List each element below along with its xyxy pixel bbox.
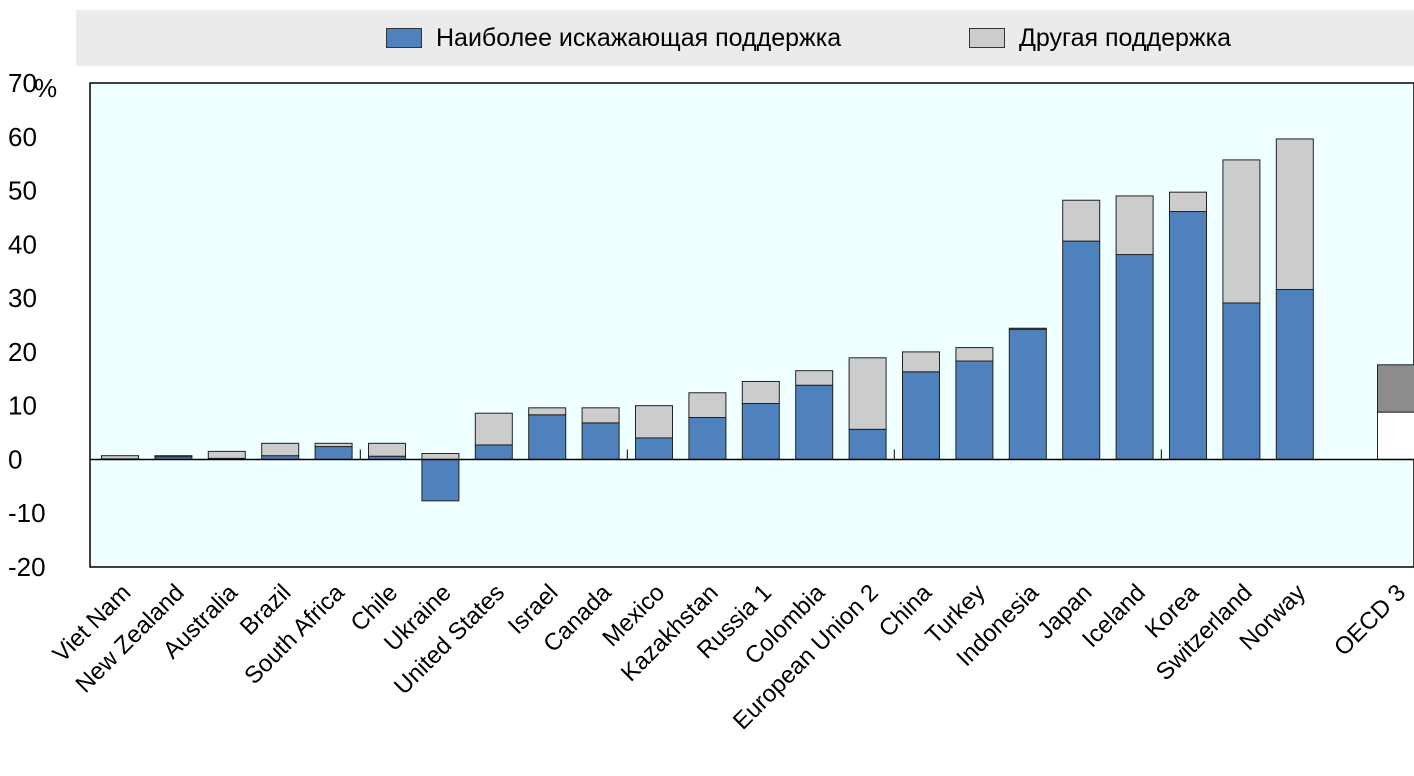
bar-other	[474, 412, 513, 446]
y-tick-label: -10	[8, 498, 46, 528]
bar-most-distorting	[1115, 254, 1154, 460]
bar-other	[1115, 195, 1154, 256]
bar-most-distorting	[795, 384, 834, 460]
bar-other	[314, 442, 353, 448]
bar-other	[101, 455, 139, 460]
legend-label-most-distorting: Наиболее искажающая поддержка	[436, 23, 842, 52]
x-category-label: OECD 3	[1329, 579, 1411, 661]
bar-other	[955, 347, 994, 362]
bar-other	[741, 380, 780, 405]
bar-other	[1062, 199, 1101, 242]
bars	[101, 138, 1414, 502]
bar-most-distorting	[1377, 411, 1414, 460]
bar-most-distorting	[848, 428, 887, 460]
bar-other	[154, 455, 193, 458]
bar-other	[207, 450, 246, 459]
plot-area	[89, 82, 1414, 568]
bar-other	[1169, 191, 1207, 213]
legend-swatch-most-distorting	[386, 28, 422, 48]
bar-most-distorting	[635, 437, 673, 460]
legend: Наиболее искажающая поддержка Другая под…	[76, 10, 1414, 66]
bar-most-distorting	[421, 458, 460, 502]
y-tick-label: 0	[8, 444, 22, 474]
y-tick-label: 70	[8, 68, 37, 98]
legend-label-other: Другая поддержка	[1019, 23, 1231, 52]
bar-most-distorting	[902, 371, 940, 460]
bar-other	[1008, 327, 1047, 330]
bar-other	[1377, 364, 1414, 413]
legend-item-most-distorting: Наиболее искажающая поддержка	[386, 10, 841, 66]
bar-other	[795, 370, 834, 386]
bar-most-distorting	[474, 444, 513, 460]
y-tick-label: 10	[8, 391, 37, 421]
y-axis-unit: %	[34, 73, 57, 103]
y-axis: -20 -10 0 10 20 30 40 50 60 70	[8, 68, 46, 582]
bar-most-distorting	[741, 403, 780, 460]
legend-item-other: Другая поддержка	[969, 10, 1231, 66]
y-tick-label: 30	[8, 283, 37, 313]
bar-most-distorting	[955, 360, 994, 460]
y-tick-label: 60	[8, 122, 37, 152]
bar-other	[581, 407, 620, 424]
y-tick-label: 20	[8, 337, 37, 367]
bar-other	[421, 453, 460, 460]
bar-other	[528, 407, 567, 416]
bar-most-distorting	[1169, 211, 1207, 460]
bar-most-distorting	[528, 414, 567, 460]
bar-other	[902, 351, 940, 373]
bar-other	[635, 405, 673, 439]
y-tick-label: 50	[8, 176, 37, 206]
bar-most-distorting	[1222, 302, 1261, 460]
bar-most-distorting	[1062, 240, 1101, 460]
bar-other	[1222, 159, 1261, 304]
bar-other	[1275, 138, 1314, 291]
bar-other	[688, 392, 727, 418]
bar-other	[848, 357, 887, 430]
legend-swatch-other	[969, 28, 1005, 48]
bar-other	[261, 442, 300, 457]
y-tick-label: 40	[8, 229, 37, 259]
bar-most-distorting	[688, 416, 727, 460]
bar-most-distorting	[1008, 328, 1047, 460]
bar-most-distorting	[581, 422, 620, 460]
bar-most-distorting	[314, 446, 353, 460]
bar-other	[368, 442, 406, 457]
bar-most-distorting	[1275, 289, 1314, 460]
y-tick-label: -20	[8, 552, 46, 582]
